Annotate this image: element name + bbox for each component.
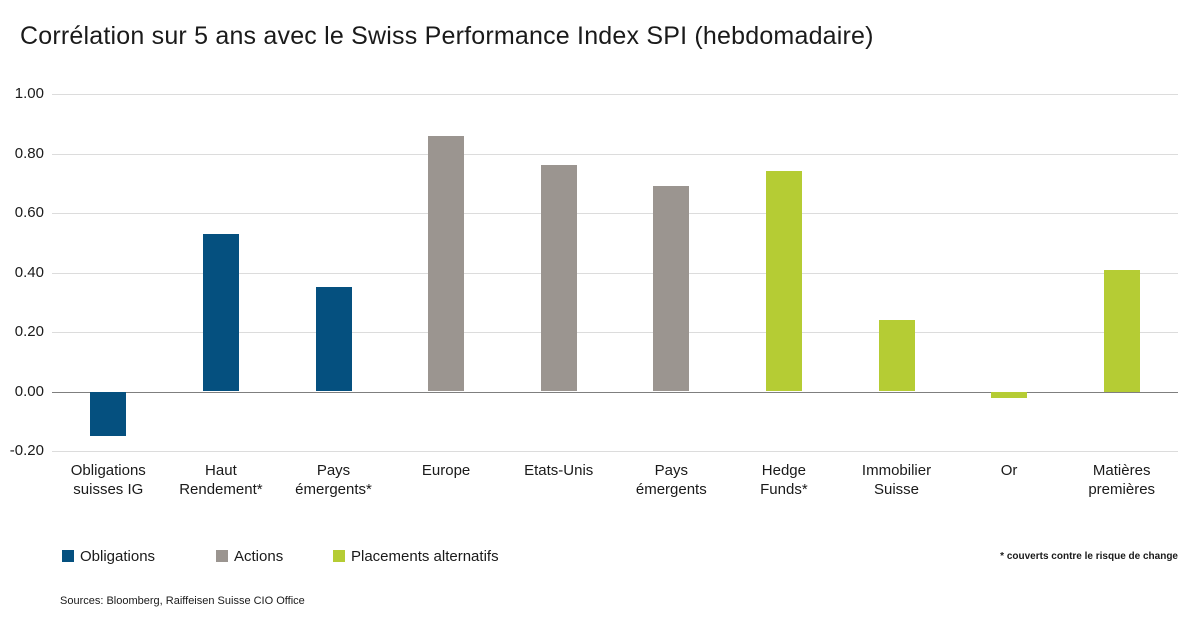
y-tick-label-0.60: 0.60 bbox=[14, 204, 44, 221]
bar-matieres-premieres bbox=[1103, 269, 1140, 392]
legend-item-actions: Actions bbox=[216, 547, 283, 565]
gridline-0.40 bbox=[52, 272, 1178, 274]
sources: Sources: Bloomberg, Raiffeisen Suisse CI… bbox=[60, 595, 305, 607]
legend-label-actions: Actions bbox=[234, 547, 284, 565]
x-tick-label-immobilier-suisse: Immobilier Suisse bbox=[861, 462, 932, 498]
legend-item-obligations: Obligations bbox=[62, 547, 155, 565]
x-tick-label-or: Or bbox=[1000, 462, 1018, 479]
zero-axis-line-0.00 bbox=[52, 391, 1178, 393]
gridline--0.20 bbox=[52, 451, 1178, 452]
x-tick-label-haut-rendement: Haut Rendement* bbox=[179, 462, 263, 498]
y-tick-label-0.20: 0.20 bbox=[14, 323, 44, 340]
bar-immobilier-suisse bbox=[878, 320, 915, 392]
x-tick-label-matieres-premieres: Matières premières bbox=[1088, 462, 1156, 498]
x-tick-label-hedge-funds: Hedge Funds* bbox=[760, 462, 808, 498]
bar-or bbox=[991, 391, 1028, 398]
gridline-0.80 bbox=[52, 153, 1178, 155]
y-tick-label-0.40: 0.40 bbox=[14, 263, 44, 281]
plot-area bbox=[52, 94, 1178, 452]
gridline-0.60 bbox=[52, 213, 1178, 214]
x-tick-label-pays-emergents: Pays émergents bbox=[635, 462, 707, 498]
bar-pays-emergents bbox=[653, 186, 690, 392]
bar-haut-rendement bbox=[202, 233, 239, 392]
legend-swatch-alternatifs bbox=[333, 550, 345, 562]
bar-hedge-funds bbox=[765, 171, 802, 392]
bar-obligations-suisses-ig bbox=[90, 391, 127, 437]
y-tick-label-0.00: 0.00 bbox=[14, 382, 44, 400]
x-tick-label-pays-emergents: Pays émergents* bbox=[295, 462, 372, 498]
legend-label-obligations: Obligations bbox=[80, 547, 156, 565]
legend-label-alternatifs: Placements alternatifs bbox=[351, 547, 499, 565]
legend: Obligations Actions Placements alternatifs bbox=[0, 547, 1200, 565]
gridline-1.00 bbox=[52, 94, 1178, 95]
x-tick-label-europe: Europe bbox=[421, 462, 471, 479]
gridline-0.20 bbox=[52, 332, 1178, 333]
page-title: Corrélation sur 5 ans avec le Swiss Perf… bbox=[20, 22, 874, 50]
y-tick-label--0.20: -0.20 bbox=[9, 442, 44, 459]
footnote: * couverts contre le risque de change bbox=[1000, 551, 1178, 562]
legend-swatch-obligations bbox=[62, 550, 74, 562]
bar-pays-emergents bbox=[315, 287, 352, 392]
y-tick-label-1.00: 1.00 bbox=[14, 85, 44, 102]
legend-swatch-actions bbox=[216, 550, 228, 562]
x-tick-label-obligations-suisses-ig: Obligations suisses IG bbox=[70, 462, 146, 498]
y-tick-label-0.80: 0.80 bbox=[14, 144, 44, 162]
bar-europe bbox=[428, 135, 465, 392]
bar-etats-unis bbox=[540, 165, 577, 392]
x-tick-label-etats-unis: Etats-Unis bbox=[524, 462, 594, 479]
legend-item-alternatifs: Placements alternatifs bbox=[333, 547, 499, 565]
